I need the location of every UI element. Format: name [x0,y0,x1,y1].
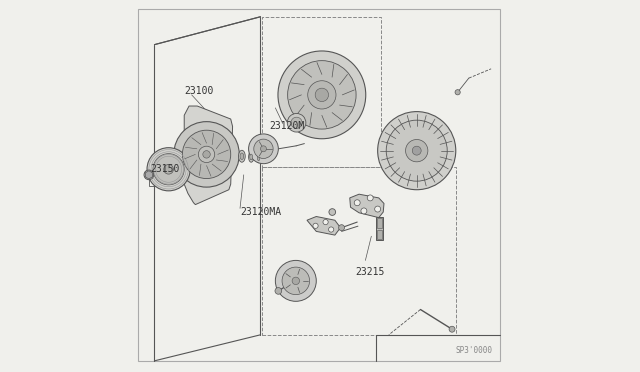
Circle shape [354,200,360,206]
Circle shape [328,227,334,232]
Bar [149,168,170,186]
Circle shape [374,206,381,212]
Circle shape [313,223,318,228]
Circle shape [260,146,266,152]
Circle shape [174,122,239,187]
Circle shape [361,208,367,214]
Circle shape [455,90,460,95]
Circle shape [275,260,316,301]
Text: 23215: 23215 [355,267,385,276]
Circle shape [449,326,455,332]
Ellipse shape [248,152,254,162]
Bar [377,230,382,239]
Circle shape [198,146,215,163]
Circle shape [412,146,421,155]
Circle shape [275,288,282,294]
Polygon shape [184,106,232,205]
Circle shape [315,88,328,102]
Text: 23100: 23100 [184,86,214,96]
Circle shape [386,120,447,181]
Circle shape [147,148,190,191]
Circle shape [308,81,336,109]
Polygon shape [349,194,384,218]
Circle shape [182,130,231,179]
Ellipse shape [239,150,245,162]
Circle shape [287,61,356,129]
Circle shape [367,195,373,201]
Circle shape [291,117,302,128]
Polygon shape [307,217,340,235]
Ellipse shape [257,154,261,163]
Circle shape [329,209,335,215]
Circle shape [203,151,211,158]
Text: 23150: 23150 [151,164,180,174]
Circle shape [144,170,154,180]
Circle shape [248,134,278,164]
Circle shape [282,267,310,295]
Circle shape [406,140,428,162]
Circle shape [339,225,344,231]
Bar [376,217,383,240]
Text: 23120M: 23120M [270,122,305,131]
Circle shape [292,277,300,285]
Circle shape [287,113,306,132]
Text: 23120MA: 23120MA [240,207,281,217]
Circle shape [278,51,365,139]
Ellipse shape [250,154,253,160]
Bar [377,218,382,228]
Circle shape [323,219,328,225]
Ellipse shape [240,153,244,160]
Ellipse shape [257,155,260,161]
Circle shape [254,139,273,158]
Text: SP3'0000: SP3'0000 [456,346,493,355]
Circle shape [164,164,173,174]
Circle shape [153,154,184,185]
Circle shape [378,112,456,190]
